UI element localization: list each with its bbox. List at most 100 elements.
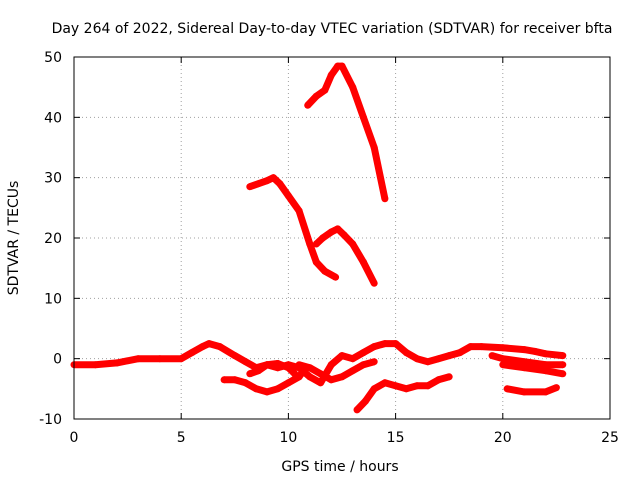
data-point [413, 355, 421, 363]
data-point [445, 373, 453, 381]
data-point [321, 267, 329, 275]
y-axis-label: SDTVAR / TECUs [6, 181, 22, 296]
data-point [91, 361, 99, 369]
data-point [205, 340, 213, 348]
data-point [216, 343, 224, 351]
data-point [338, 352, 346, 360]
series-arc-main [74, 340, 564, 387]
x-tick-label: 25 [601, 430, 619, 446]
x-axis-label: GPS time / hours [281, 459, 398, 475]
data-point [156, 355, 164, 363]
y-tick-label: 20 [44, 231, 62, 247]
data-point [370, 144, 378, 151]
data-point [552, 384, 560, 392]
x-tick-label: 15 [387, 430, 405, 446]
axis-ticks: 0 5 10 15 20 25 -10 0 10 20 30 40 50 [39, 50, 619, 446]
data-point [231, 352, 239, 360]
data-point [254, 180, 262, 188]
series-arc-low-d [354, 373, 451, 413]
data-point [312, 258, 320, 266]
data-point [456, 349, 464, 357]
data-point [242, 379, 249, 387]
chart-title: Day 264 of 2022, Sidereal Day-to-day VTE… [52, 21, 613, 37]
data-point [381, 379, 389, 387]
y-tick-label: 40 [44, 110, 62, 126]
data-point [531, 347, 539, 355]
data-point [274, 360, 282, 367]
data-point [370, 279, 378, 287]
data-point [559, 370, 567, 378]
data-point [559, 352, 567, 360]
data-point [246, 183, 254, 191]
series-arc-mid [248, 174, 338, 281]
data-point [327, 361, 335, 369]
data-point [359, 258, 367, 266]
data-point [542, 361, 550, 369]
series-arc-low-f [502, 361, 564, 378]
data-point [220, 376, 228, 384]
data-point [231, 376, 239, 384]
data-point [327, 376, 335, 384]
data-point [435, 376, 442, 384]
data-point [359, 113, 367, 121]
data-point [332, 273, 340, 281]
data-point [359, 349, 367, 357]
data-point [306, 240, 314, 248]
data-point [349, 367, 357, 375]
x-tick-label: 0 [70, 430, 79, 446]
y-tick-label: 50 [44, 50, 62, 66]
data-point [312, 92, 320, 100]
data-point [413, 382, 421, 390]
data-point [252, 385, 260, 393]
y-tick-label: 0 [53, 352, 62, 368]
data-point [317, 370, 325, 378]
x-tick-label: 10 [279, 430, 297, 446]
data-point [340, 231, 348, 239]
data-point [312, 240, 320, 248]
data-point [520, 364, 528, 372]
data-point [263, 388, 271, 396]
data-point [199, 343, 207, 351]
data-point [392, 382, 400, 390]
data-point [370, 385, 378, 393]
data-point [435, 355, 442, 363]
data-point [349, 83, 357, 91]
data-point [520, 346, 528, 354]
data-point [559, 361, 567, 369]
data-point [370, 343, 378, 351]
data-point [242, 358, 249, 366]
data-point [276, 180, 284, 188]
data-point [295, 373, 303, 381]
data-point [499, 361, 507, 369]
data-point [349, 240, 357, 248]
data-point [499, 355, 507, 363]
data-point [284, 379, 292, 387]
data-point [542, 367, 550, 375]
data-point [246, 370, 254, 378]
data-point [499, 344, 507, 352]
data-point [520, 358, 528, 366]
data-point [338, 373, 346, 381]
data-point [317, 379, 325, 387]
data-point [520, 388, 528, 396]
data-point [295, 361, 303, 369]
data-point [327, 71, 335, 79]
data-point [263, 177, 271, 185]
data-point [327, 228, 335, 236]
data-point [349, 355, 357, 363]
data-point [284, 192, 292, 200]
x-tick-label: 5 [177, 430, 186, 446]
data-point [381, 340, 389, 348]
data-point [274, 385, 282, 393]
data-point [503, 385, 511, 393]
data-point [113, 359, 121, 367]
y-tick-label: 10 [44, 291, 62, 307]
data-point [254, 367, 262, 375]
data-point [177, 355, 185, 363]
data-point [306, 373, 314, 381]
data-point [284, 364, 292, 372]
data-point [353, 406, 361, 414]
data-point [263, 361, 271, 369]
data-point [321, 86, 329, 94]
